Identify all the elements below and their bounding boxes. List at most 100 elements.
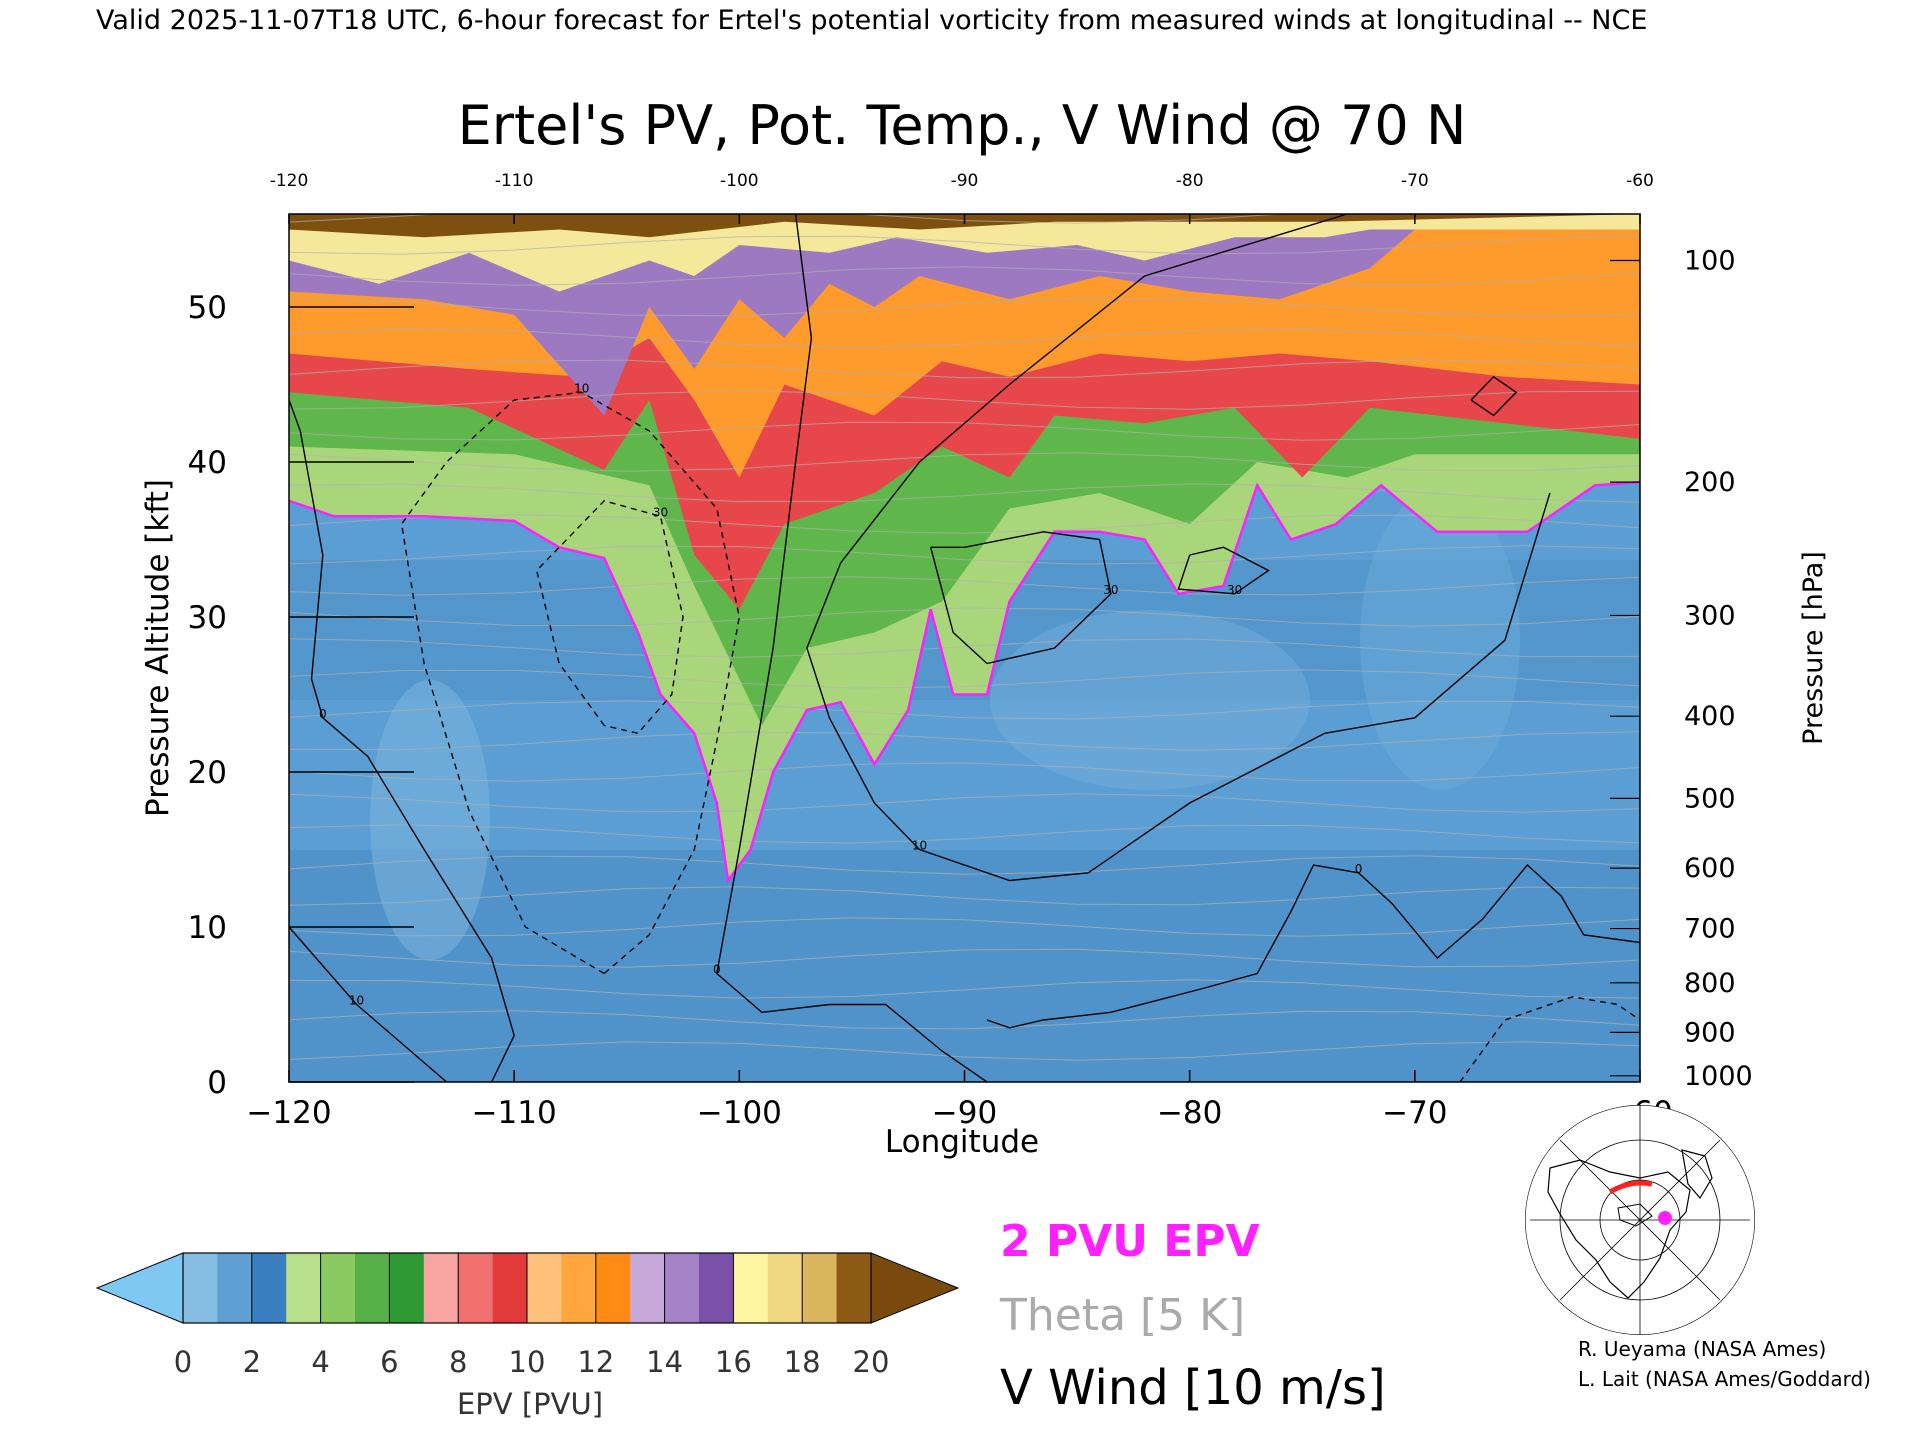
y-tick-label: 10	[188, 910, 227, 946]
theta-line	[289, 359, 1640, 379]
colorbar-swatch	[458, 1253, 494, 1323]
pressure-tick-label: 800	[1684, 968, 1736, 999]
pressure-tick-label: 200	[1684, 467, 1736, 498]
colorbar-label: EPV [PVU]	[457, 1387, 603, 1421]
v-wind-contour	[986, 863, 1640, 1029]
overlay-legend-entry: V Wind [10 m/s]	[1000, 1360, 1386, 1416]
trop-light-patch-west	[370, 680, 490, 960]
y-tick-label: 40	[188, 445, 227, 481]
theta-line	[289, 824, 1640, 844]
v-wind-contour-label: 10	[912, 839, 927, 853]
colorbar-under-arrow	[95, 1252, 184, 1324]
colorbar-tick-label: 18	[784, 1345, 821, 1379]
theta-line	[289, 762, 1640, 782]
theta-line	[289, 545, 1640, 565]
top-x-tick-label: -60	[1626, 171, 1654, 191]
colorbar-swatch	[320, 1253, 356, 1323]
v-wind-contour	[535, 500, 684, 735]
theta-line	[289, 390, 1640, 410]
valid-time-header: Valid 2025-11-07T18 UTC, 6-hour forecast…	[96, 5, 1647, 36]
theta-line	[289, 297, 1640, 317]
x-tick-label: −70	[1382, 1095, 1447, 1131]
colorbar-swatch	[492, 1253, 528, 1323]
theta-line	[289, 452, 1640, 472]
v-wind-contour-label: 0	[1355, 862, 1363, 876]
two-pvu-tropopause-line	[289, 480, 1640, 884]
colorbar-tick-label: 0	[174, 1345, 192, 1379]
colorbar-tick-label: 16	[715, 1345, 752, 1379]
x-tick-label: −110	[472, 1095, 557, 1131]
theta-line	[289, 607, 1640, 627]
pressure-tick-label: 100	[1684, 246, 1736, 277]
axes: −120 -120 −110 -110 −100 -100 −90 -90 −80 -80 −70 -…	[188, 171, 1753, 1131]
top-x-tick-label: -120	[270, 171, 309, 191]
colorbar-swatch	[217, 1253, 253, 1323]
x-tick-label: −120	[246, 1095, 331, 1131]
colorbar-tick-label: 2	[243, 1345, 261, 1379]
theta-line	[289, 576, 1640, 596]
x-tick-label: −90	[932, 1095, 997, 1131]
v-wind-contour-label: 0	[713, 963, 721, 977]
top-x-tick-label: -90	[951, 171, 979, 191]
left-y-axis-label: Pressure Altitude [kft]	[140, 479, 176, 817]
theta-line	[289, 266, 1640, 286]
pressure-tick-label: 900	[1684, 1017, 1736, 1048]
theta-line	[289, 793, 1640, 813]
colorbar-swatch	[733, 1253, 769, 1323]
top-x-tick-label: -70	[1401, 171, 1429, 191]
colorbar-swatch	[286, 1253, 322, 1323]
globe-hudson-bay	[1617, 1203, 1653, 1227]
v-wind-contour-label: 30	[1227, 583, 1242, 597]
overlay-legend-entry: Theta [5 K]	[999, 1290, 1245, 1341]
pressure-tick-label: 400	[1684, 701, 1736, 732]
colorbar-over-arrow	[870, 1252, 960, 1324]
colorbar-swatch	[355, 1253, 390, 1323]
theta-line	[289, 886, 1640, 906]
chart-title: Ertel's PV, Pot. Temp., V Wind @ 70 N	[458, 94, 1467, 157]
colorbar-swatch	[251, 1253, 287, 1323]
v-wind-contour	[1459, 996, 1640, 1082]
v-wind-contour	[716, 214, 988, 1082]
v-wind-contour	[806, 214, 1551, 882]
right-y-axis-label: Pressure [hPa]	[1798, 551, 1829, 745]
v-wind-contour	[289, 926, 448, 1082]
colorbar-swatch	[183, 1253, 218, 1323]
globe-north-america	[1547, 1159, 1691, 1299]
trop-band-low	[289, 850, 1640, 1082]
v-wind-contour	[1177, 546, 1270, 595]
colorbar-tick-label: 14	[646, 1345, 683, 1379]
overlay-legend-entry: 2 PVU EPV	[1000, 1216, 1260, 1267]
pv-colorbar: 0 2 4 6 8 10 12 14 16 18 20	[95, 1252, 960, 1379]
v-wind-contours: 0 0 0 10 10 30 30 10 30	[289, 214, 1640, 1082]
colorbar-swatch	[423, 1253, 459, 1323]
credit-lait: L. Lait (NASA Ames/Goddard)	[1578, 1367, 1871, 1391]
colorbar-swatch	[561, 1253, 597, 1323]
colorbar-swatch	[664, 1253, 700, 1323]
colorbar-swatch	[699, 1253, 734, 1323]
location-globe	[1525, 1105, 1755, 1335]
v-wind-contour-label: 10	[349, 994, 364, 1008]
theta-line	[289, 483, 1640, 503]
top-x-tick-label: -110	[495, 171, 534, 191]
colorbar-tick-label: 12	[577, 1345, 614, 1379]
colorbar-tick-label: 6	[380, 1345, 398, 1379]
theta-line	[289, 235, 1640, 255]
trop-light-patch-east	[990, 610, 1310, 790]
globe-cross-section-track	[1608, 1180, 1653, 1195]
top-x-tick-label: -80	[1176, 171, 1204, 191]
colorbar-swatch	[630, 1253, 666, 1323]
colorbar-swatch	[389, 1253, 425, 1323]
theta-line	[289, 638, 1640, 658]
x-tick-label: −80	[1157, 1095, 1222, 1131]
v-wind-contour-label: 0	[319, 707, 327, 721]
x-axis-label: Longitude	[885, 1124, 1039, 1160]
trop-light-patch-far-east	[1360, 490, 1520, 790]
overlay-legend: 2 PVU EPV Theta [5 K] V Wind [10 m/s]	[999, 1216, 1386, 1416]
colorbar-swatch	[767, 1253, 803, 1323]
plot-area: 0 0 0 10 10 30 30 10 30	[289, 214, 1640, 1082]
theta-line	[289, 855, 1640, 875]
theta-line	[289, 979, 1640, 999]
v-wind-contour-label: 10	[574, 381, 589, 395]
